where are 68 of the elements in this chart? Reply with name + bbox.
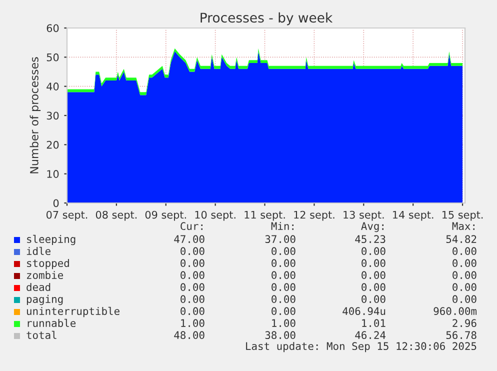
text: 0.00 bbox=[180, 259, 204, 268]
y-tick-label: 40 bbox=[46, 82, 59, 90]
text: 0.00 bbox=[180, 295, 204, 304]
legend-label: dead bbox=[26, 282, 50, 292]
text: 0.00 bbox=[362, 259, 386, 268]
text: 0.00 bbox=[272, 259, 296, 268]
legend-label: uninterruptible bbox=[26, 306, 120, 318]
legend-label: runnable bbox=[28, 318, 76, 328]
text: 1.00 bbox=[272, 319, 296, 328]
legend-label: total bbox=[26, 330, 56, 340]
y-tick-label: 50 bbox=[46, 53, 59, 62]
text: 1.01 bbox=[362, 319, 386, 328]
text: 0.00 bbox=[272, 247, 296, 256]
text: 46.24 bbox=[355, 331, 386, 340]
text: 0.00 bbox=[362, 295, 386, 304]
text: 48.00 bbox=[174, 331, 204, 340]
text: 0.00 bbox=[452, 247, 476, 256]
x-tick-label: 08 sept. bbox=[96, 210, 137, 221]
text: 0.00 bbox=[452, 295, 476, 304]
y-axis-title: Number of processes bbox=[30, 57, 41, 174]
legend-label: zombie bbox=[27, 270, 64, 280]
x-tick-label: 12 sept. bbox=[294, 210, 334, 221]
x-tick-label: 09 sept. bbox=[145, 210, 186, 221]
x-tick-label: 15 sept. bbox=[442, 210, 483, 221]
chart-title: Processes - by week bbox=[200, 12, 333, 26]
x-tick-label: 11 sept. bbox=[244, 210, 285, 221]
text: 0.00 bbox=[452, 283, 476, 292]
text: 1.00 bbox=[181, 319, 204, 328]
text: 0.00 bbox=[452, 271, 476, 280]
text: 0.00 bbox=[362, 283, 386, 292]
text: 0.00 bbox=[272, 283, 296, 292]
legend-label: idle bbox=[26, 246, 50, 256]
y-tick-label: 0 bbox=[53, 199, 59, 208]
text: Cur: bbox=[180, 222, 202, 230]
text: 56.78 bbox=[446, 331, 476, 340]
text: Min: bbox=[271, 222, 294, 230]
text: Avg: bbox=[361, 222, 384, 232]
legend-label: paging bbox=[26, 294, 63, 306]
text: 0.00 bbox=[272, 295, 296, 304]
y-tick-label: 60 bbox=[46, 24, 59, 32]
x-tick-label: 07 sept. bbox=[46, 210, 88, 221]
text: 0.00 bbox=[272, 271, 296, 280]
text: 406.94u bbox=[342, 307, 386, 316]
text: 45.23 bbox=[355, 235, 386, 244]
text: 38.00 bbox=[265, 331, 296, 340]
text: 0.00 bbox=[180, 307, 204, 316]
x-tick-label: 14 sept. bbox=[393, 210, 434, 221]
text: 0.00 bbox=[272, 307, 296, 316]
text: 54.82 bbox=[446, 235, 476, 244]
text: 37.00 bbox=[265, 235, 296, 244]
y-tick-label: 30 bbox=[46, 112, 59, 120]
text: 0.00 bbox=[362, 247, 386, 256]
text: 0.00 bbox=[452, 259, 476, 268]
x-tick-label: 13 sept. bbox=[344, 210, 384, 221]
y-tick-label: 10 bbox=[47, 170, 59, 178]
text: 2.96 bbox=[452, 319, 476, 328]
text: 0.00 bbox=[180, 247, 204, 256]
text: 960.00m bbox=[434, 307, 477, 316]
text: 0.00 bbox=[180, 271, 204, 280]
text: Max: bbox=[452, 222, 474, 230]
text: Last update: Mon Sep 15 12:30:06 2025 bbox=[246, 342, 476, 352]
y-tick-label: 20 bbox=[46, 140, 59, 149]
legend-label: stopped bbox=[27, 258, 69, 270]
legend-label: sleeping bbox=[27, 234, 76, 246]
text: 0.00 bbox=[180, 283, 204, 292]
text: 0.00 bbox=[362, 271, 386, 280]
text: 47.00 bbox=[174, 235, 204, 244]
x-tick-label: 10 sept. bbox=[195, 210, 236, 221]
